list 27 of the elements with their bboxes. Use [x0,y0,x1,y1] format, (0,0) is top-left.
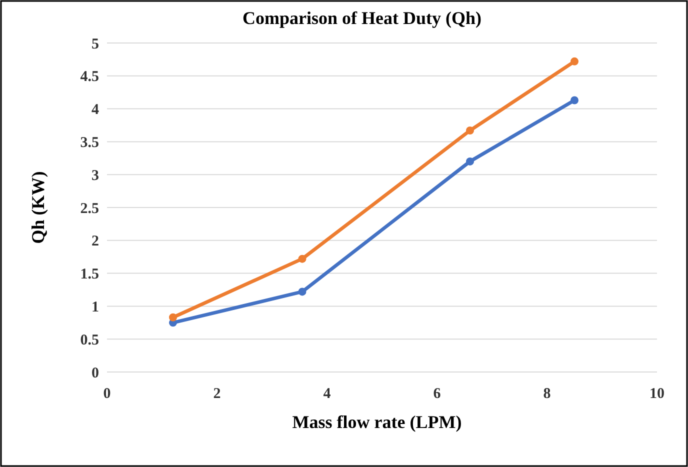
point [570,57,578,66]
point [466,126,474,135]
y-tick-label: 0 [92,365,99,382]
point [466,157,474,166]
y-tick-label: 4 [92,102,100,118]
y-tick-label: 0.5 [80,332,99,348]
x-tick-label: 10 [650,386,664,402]
y-tick-label: 3 [92,168,99,184]
point [298,288,306,296]
x-tick-label: 0 [103,386,111,402]
x-tick-label: 8 [543,386,551,402]
y-tick-label: 2.5 [80,200,99,217]
point [570,96,578,104]
point [298,254,306,263]
y-tick-label: 2 [92,234,99,250]
x-axis-title: Mass flow rate (LPM) [292,412,462,432]
y-axis-title: Qh (KW) [28,171,48,244]
chart-title: Comparison of Heat Duty (Qh) [242,8,482,28]
x-tick-label: 4 [323,386,332,402]
y-tick-label: 3.5 [80,134,99,151]
y-tick-label: 1 [92,299,99,316]
y-tick-label: 4.5 [80,69,99,86]
point [169,313,177,322]
y-tick-label: 5 [92,36,99,52]
y-tick-label: 1.5 [80,266,99,283]
x-tick-label: 2 [213,386,221,402]
x-tick-label: 6 [433,386,442,402]
